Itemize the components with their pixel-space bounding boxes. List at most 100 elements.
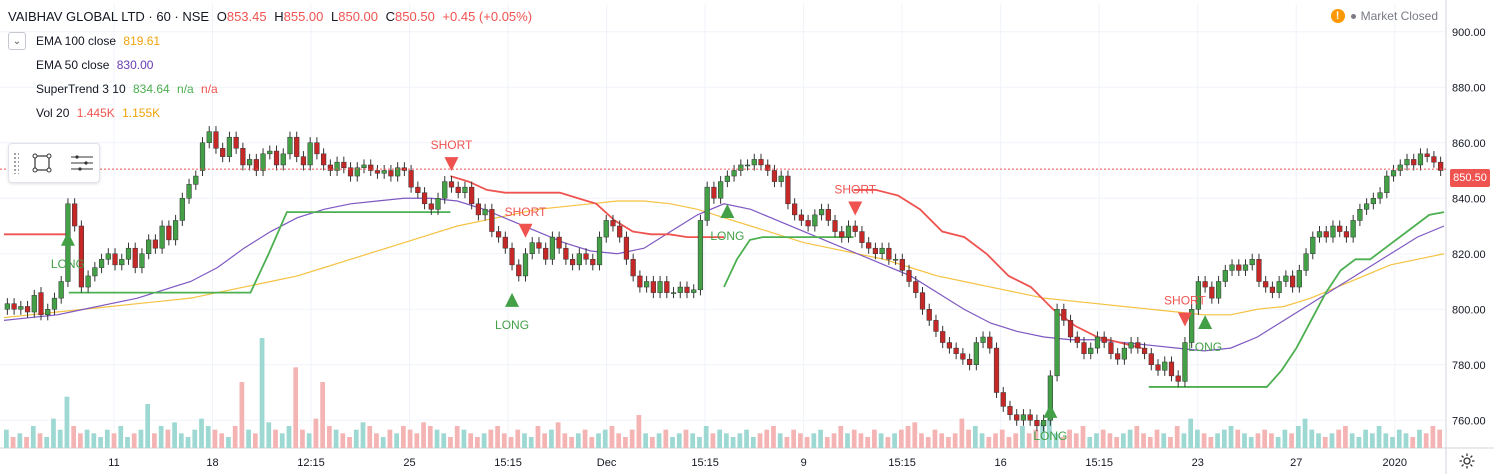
volume-bar bbox=[1423, 433, 1429, 448]
candle-body bbox=[1417, 153, 1424, 166]
indicator-supertrend[interactable]: SuperTrend 3 10 834.64 n/a n/a bbox=[36, 82, 218, 96]
volume-bar bbox=[946, 437, 951, 448]
symbol-name[interactable]: VAIBHAV GLOBAL LTD · 60 · NSE bbox=[8, 9, 210, 24]
volume-bar bbox=[1322, 437, 1328, 448]
candle-body bbox=[1377, 192, 1383, 199]
candle-body bbox=[4, 303, 10, 310]
volume-bar bbox=[1403, 433, 1409, 448]
rectangle-icon bbox=[32, 153, 52, 173]
candle-body bbox=[1094, 336, 1101, 349]
volume-bar bbox=[1121, 433, 1126, 448]
volume-bar bbox=[118, 426, 124, 448]
indicator-ema50[interactable]: EMA 50 close 830.00 bbox=[36, 58, 154, 72]
volume-bar bbox=[434, 429, 440, 448]
candle-body bbox=[798, 214, 804, 221]
collapse-legend-button[interactable]: ⌄ bbox=[8, 32, 26, 50]
candle-body bbox=[341, 161, 347, 168]
volume-bar bbox=[1417, 429, 1422, 448]
indicator-volume[interactable]: Vol 20 1.445K 1.155K bbox=[36, 106, 161, 120]
settings-lines-button[interactable] bbox=[65, 148, 99, 178]
volume-bar bbox=[925, 437, 931, 448]
candle-body bbox=[1128, 342, 1134, 349]
volume-bar bbox=[199, 418, 204, 448]
candle-body bbox=[38, 292, 44, 316]
menu-lines-icon bbox=[70, 155, 93, 171]
volume-bar bbox=[57, 429, 63, 448]
candle-body bbox=[253, 159, 259, 171]
volume-bar bbox=[414, 433, 420, 448]
candle-body bbox=[516, 264, 522, 277]
candle-body bbox=[1034, 420, 1040, 427]
candle-body bbox=[839, 231, 845, 238]
candle-body bbox=[45, 309, 51, 316]
volume-bar bbox=[717, 429, 722, 448]
volume-bar bbox=[1087, 437, 1093, 448]
volume-bar bbox=[192, 429, 198, 448]
candle-body bbox=[1249, 259, 1255, 266]
volume-bar bbox=[1195, 429, 1200, 448]
candle-body bbox=[233, 136, 239, 149]
candle-body bbox=[1135, 342, 1141, 349]
volume-bar bbox=[165, 429, 171, 448]
x-tick-label: 23 bbox=[1192, 457, 1204, 469]
candle-body bbox=[462, 186, 468, 193]
volume-bar bbox=[986, 437, 992, 448]
volume-bar bbox=[697, 437, 702, 448]
volume-bar bbox=[764, 429, 770, 448]
y-tick-label: 800.00 bbox=[1452, 304, 1486, 316]
candle-body bbox=[1364, 203, 1370, 210]
volume-bar bbox=[1006, 437, 1012, 448]
volume-bar bbox=[919, 433, 924, 448]
candle-body bbox=[58, 281, 64, 299]
candle-body bbox=[744, 164, 751, 167]
volume-bar bbox=[865, 437, 871, 448]
x-tick-label: Dec bbox=[597, 457, 617, 469]
candle-body bbox=[926, 309, 932, 321]
short-signal-label: SHORT bbox=[505, 205, 547, 219]
candle-body bbox=[670, 292, 677, 294]
candle-body bbox=[993, 347, 1000, 393]
candle-body bbox=[1256, 259, 1262, 282]
rectangle-tool-button[interactable] bbox=[25, 148, 59, 178]
volume-bar bbox=[71, 426, 77, 448]
candle-body bbox=[475, 203, 481, 216]
ohlc-close: C850.50 bbox=[385, 9, 435, 24]
market-status[interactable]: ! Market Closed bbox=[1330, 9, 1438, 23]
candle-body bbox=[421, 192, 428, 205]
volume-bar bbox=[750, 437, 756, 448]
supertrend-up-line bbox=[723, 236, 854, 288]
candle-body bbox=[1162, 361, 1168, 371]
x-tick-label: 15:15 bbox=[691, 457, 719, 469]
candle-body bbox=[596, 236, 603, 266]
candle-body bbox=[973, 342, 979, 365]
candle-body bbox=[314, 142, 320, 155]
long-signal-marker bbox=[1043, 403, 1058, 418]
candle-body bbox=[536, 242, 542, 249]
volume-bar bbox=[421, 422, 426, 448]
candle-body bbox=[172, 220, 179, 241]
volume-bar bbox=[51, 418, 56, 448]
volume-bar bbox=[380, 437, 386, 448]
candle-body bbox=[193, 175, 199, 185]
volume-bar bbox=[212, 429, 218, 448]
indicator-ema100[interactable]: EMA 100 close 819.61 bbox=[36, 34, 161, 48]
candle-body bbox=[1330, 225, 1336, 238]
volume-bar bbox=[205, 426, 211, 448]
candle-body bbox=[1215, 281, 1222, 299]
volume-bar bbox=[501, 433, 507, 448]
volume-bar bbox=[1114, 437, 1120, 448]
candle-body bbox=[334, 161, 340, 171]
volume-bar bbox=[1067, 429, 1072, 448]
gear-icon[interactable] bbox=[1458, 452, 1476, 470]
drag-grip-icon[interactable] bbox=[13, 152, 19, 174]
candle-body bbox=[1431, 156, 1437, 163]
candle-body bbox=[933, 320, 939, 332]
candle-body bbox=[220, 148, 226, 157]
candle-body bbox=[940, 331, 946, 343]
volume-bar bbox=[1329, 433, 1335, 448]
volume-bar bbox=[1168, 437, 1173, 448]
candle-body bbox=[677, 286, 683, 293]
volume-bar bbox=[804, 437, 810, 448]
candle-body bbox=[374, 170, 381, 174]
